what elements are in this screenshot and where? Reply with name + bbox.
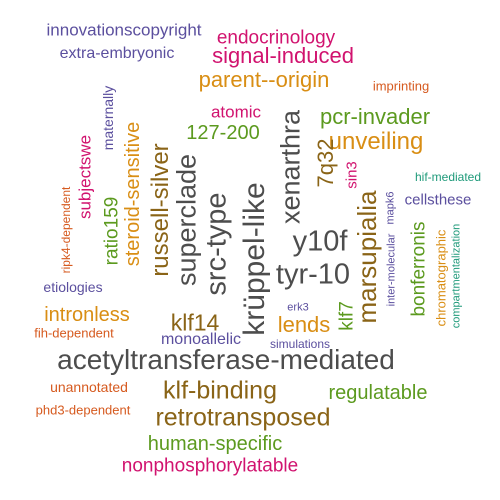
word: endocrinology [216, 27, 336, 49]
word: fih-dependent [34, 325, 114, 341]
word: mapk6 [384, 191, 397, 225]
word: lends [277, 312, 331, 337]
word: pcr-invader [319, 104, 431, 129]
word: src-type [200, 192, 233, 296]
word: hif-mediated [414, 170, 482, 184]
word: steroid-sensitive [122, 121, 144, 267]
word: bonferronis [408, 221, 430, 317]
word: klf14 [170, 309, 220, 336]
word: klf-binding [163, 376, 277, 405]
word: phd3-dependent [35, 402, 131, 418]
word: atomic [210, 102, 262, 122]
word: extra-embryonic [59, 45, 175, 62]
word: simulations [269, 337, 331, 351]
word: 7q32 [313, 138, 338, 188]
word: maternally [100, 85, 116, 151]
word: acetyltransferase-mediated [57, 344, 395, 375]
word: xenarthra [275, 109, 306, 225]
word: subjectswe [75, 134, 95, 220]
word: inter-molecular [385, 233, 398, 307]
word: russell-silver [147, 143, 174, 277]
word: signal-induced [212, 43, 354, 68]
word: nonphosphorylatable [121, 455, 299, 477]
word: unveiling [328, 128, 424, 155]
word: superclade [171, 153, 202, 287]
word: erk3 [287, 301, 309, 314]
word: chromatographic [433, 229, 449, 327]
word: cellsthese [404, 191, 472, 209]
word: ratio159 [101, 196, 123, 266]
word: marsupialia [352, 190, 382, 324]
word: tyr-10 [275, 258, 351, 291]
word: compartmentalization [450, 223, 463, 329]
word: parent--origin [198, 67, 330, 92]
word: ripk4-dependent [59, 186, 73, 274]
word: imprinting [372, 78, 430, 94]
word: regulatable [328, 382, 428, 404]
word: sin3 [343, 161, 361, 189]
word: human-specific [147, 433, 283, 455]
word: retrotransposed [155, 403, 331, 432]
word: 127-200 [186, 122, 260, 144]
word: y10f [292, 225, 348, 258]
word: klf7 [336, 301, 358, 331]
word: unannotated [50, 379, 128, 395]
word: innovationscopyright [46, 20, 202, 40]
word: etiologies [43, 279, 103, 295]
word: intronless [44, 304, 130, 326]
word: monoallelic [160, 331, 242, 348]
word: krüppel-like [238, 182, 271, 336]
